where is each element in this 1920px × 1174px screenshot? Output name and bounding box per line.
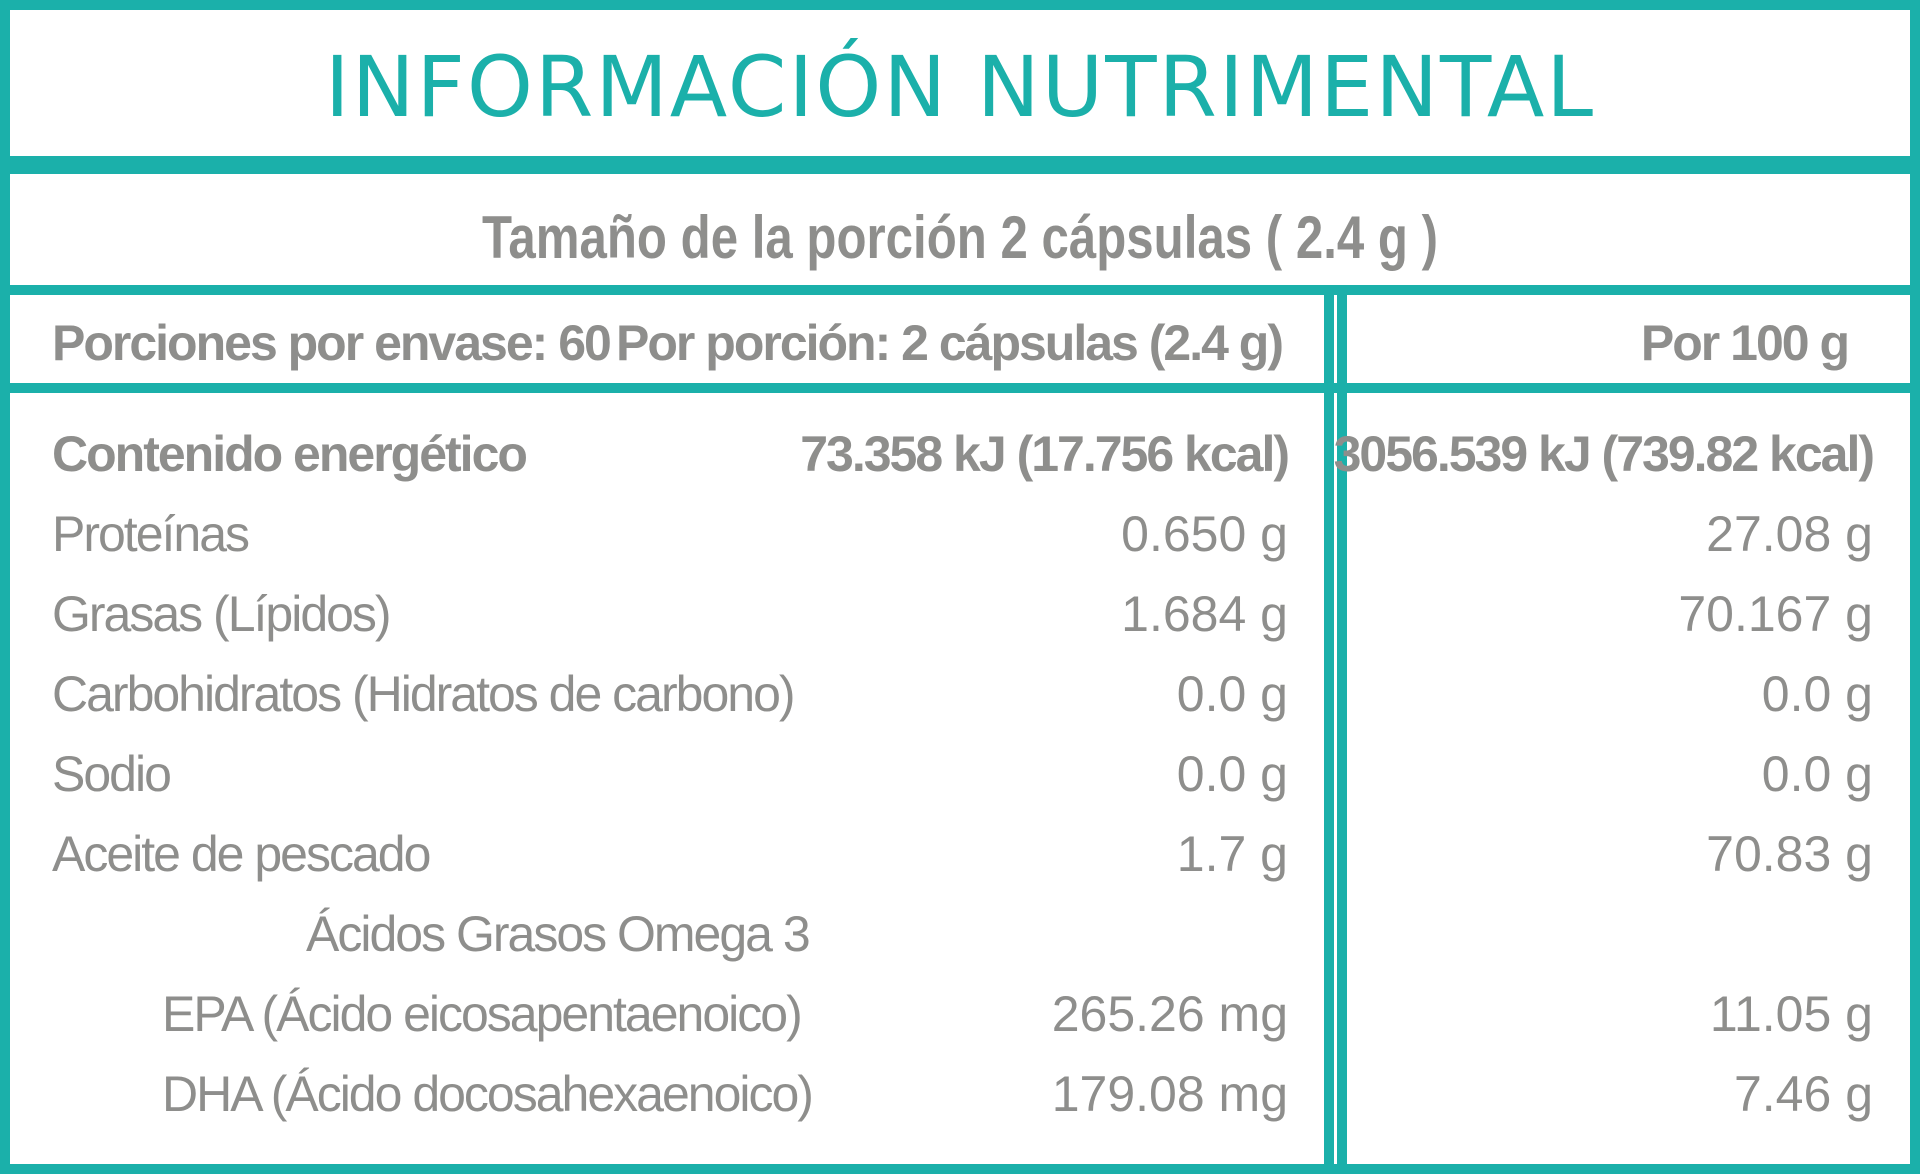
row-label: DHA (Ácido docosahexaenoico) [162, 1066, 814, 1122]
table-row: Contenido energético 73.358 kJ (17.756 k… [0, 414, 1920, 494]
table-row: EPA (Ácido eicosapentaenoico) 265.26 mg … [0, 974, 1920, 1054]
table-row: Carbohidratos (Hidratos de carbono) 0.0 … [0, 654, 1920, 734]
row-per-serving: 179.08 mg [1051, 1066, 1288, 1122]
divider-title [0, 156, 1920, 174]
row-per-100g: 27.08 g [1706, 506, 1873, 562]
row-per-100g: 70.167 g [1678, 586, 1873, 642]
row-label: Contenido energético [52, 426, 528, 482]
row-per-serving: 1.684 g [1121, 586, 1288, 642]
row-per-100g: 11.05 g [1709, 986, 1873, 1042]
divider-header [0, 383, 1920, 393]
row-per-serving: 1.7 g [1176, 826, 1288, 882]
table-row: Aceite de pescado 1.7 g 70.83 g [0, 814, 1920, 894]
servings-per-container: Porciones por envase: 60 [52, 315, 612, 371]
table-row: Proteínas 0.650 g 27.08 g [0, 494, 1920, 574]
page-title: INFORMACIÓN NUTRIMENTAL [324, 38, 1596, 136]
row-label: Proteínas [52, 506, 250, 562]
row-per-100g: 7.46 g [1733, 1066, 1873, 1122]
row-label: Aceite de pescado [52, 826, 431, 882]
column-divider-right [1337, 290, 1347, 1174]
per-100g-header: Por 100 g [1640, 315, 1850, 371]
row-label: Sodio [52, 746, 172, 802]
divider-serving [0, 285, 1920, 295]
serving-size: Tamaño de la porción 2 cápsulas ( 2.4 g … [481, 204, 1439, 271]
table-row: Sodio 0.0 g 0.0 g [0, 734, 1920, 814]
table-row: Ácidos Grasos Omega 3 [0, 894, 1920, 974]
row-per-100g: 0.0 g [1761, 666, 1873, 722]
row-label: Ácidos Grasos Omega 3 [306, 906, 811, 962]
row-per-serving: 73.358 kJ (17.756 kcal) [800, 426, 1290, 482]
table-row: DHA (Ácido docosahexaenoico) 179.08 mg 7… [0, 1054, 1920, 1134]
row-per-serving: 265.26 mg [1051, 986, 1288, 1042]
row-per-serving: 0.650 g [1121, 506, 1288, 562]
column-divider-left [1324, 290, 1334, 1174]
row-label: Carbohidratos (Hidratos de carbono) [52, 666, 796, 722]
row-label: Grasas (Lípidos) [52, 586, 392, 642]
per-serving-header: Por porción: 2 cápsulas (2.4 g) [616, 315, 1284, 371]
row-per-100g: 70.83 g [1706, 826, 1873, 882]
row-per-100g: 3056.539 kJ (739.82 kcal) [1333, 426, 1875, 482]
row-label: EPA (Ácido eicosapentaenoico) [162, 986, 803, 1042]
row-per-100g: 0.0 g [1761, 746, 1873, 802]
row-per-serving: 0.0 g [1176, 746, 1288, 802]
row-per-serving: 0.0 g [1176, 666, 1288, 722]
table-row: Grasas (Lípidos) 1.684 g 70.167 g [0, 574, 1920, 654]
